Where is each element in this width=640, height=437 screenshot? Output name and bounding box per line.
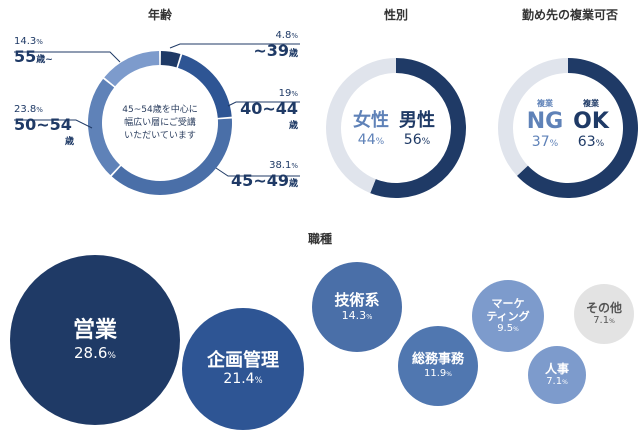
sidejob-slice-1 — [498, 58, 568, 176]
bubble-planning-label: 企画管理 — [207, 349, 279, 371]
age-slice-0 — [160, 51, 181, 68]
age-center-note-line: いただいています — [124, 131, 196, 141]
sidejob-ng-small: 複業 — [537, 99, 553, 108]
sidejob-slice-0 — [516, 58, 638, 198]
age-label-40-44: 19% 40~44 歳 — [238, 88, 298, 131]
sidejob-ok-label: OK — [573, 109, 609, 134]
bubble-other-value: 7.1% — [593, 315, 615, 327]
bubble-general-affairs-label: 総務事務 — [411, 352, 464, 368]
gender-male-value: 56% — [403, 132, 431, 148]
age-range-39: ~39歳 — [253, 41, 298, 60]
bubble-hr-value: 7.1% — [546, 376, 568, 388]
bubble-marketing-label: マーケ ティング — [486, 296, 530, 323]
age-pct-40-44: 19% — [278, 88, 298, 99]
bubble-sales-value: 28.6% — [74, 343, 116, 362]
age-pct-50-54: 23.8% — [14, 104, 43, 115]
bubble-other-label: その他 — [585, 300, 622, 315]
sidejob-ok-text: 複業 OK 63% — [568, 98, 614, 150]
bubble-hr-label: 人事 — [544, 361, 569, 376]
sidejob-ng-text: 複業 NG 37% — [522, 98, 568, 150]
age-range-55: 55歳~ — [14, 47, 53, 66]
age-chart-title: 年齢 — [147, 8, 172, 22]
bubble-planning: 企画管理 21.4% — [182, 308, 304, 430]
sidejob-ng-label: NG — [526, 109, 564, 134]
age-label-45-49: 38.1% 45~49歳 — [228, 160, 298, 190]
age-center-note: 45~54歳を中心に 幅広い層にご受講 いただいています — [105, 104, 215, 143]
age-leader-line-0 — [169, 43, 300, 49]
sidejob-donut — [498, 58, 638, 198]
bubble-planning-value: 21.4% — [223, 371, 263, 388]
age-range-45-49: 45~49歳 — [231, 171, 298, 190]
age-leader-line-2 — [215, 167, 300, 177]
gender-donut — [326, 57, 466, 198]
bubble-marketing-value: 9.5% — [497, 323, 519, 335]
age-pct-39: 4.8% — [275, 30, 298, 41]
sidejob-ng-value: 37% — [531, 134, 559, 150]
bubble-marketing: マーケ ティング 9.5% — [472, 280, 544, 352]
bubble-sales: 営業 28.6% — [10, 255, 180, 425]
age-donut — [88, 51, 232, 195]
age-slice-4 — [104, 51, 160, 87]
age-slice-3 — [88, 78, 121, 176]
age-slice-1 — [177, 54, 232, 118]
bubble-hr: 人事 7.1% — [528, 346, 586, 404]
age-center-note-line: 幅広い層にご受講 — [124, 118, 196, 128]
sidejob-ok-small: 複業 — [583, 99, 599, 108]
sidejob-chart-title: 勤め先の複業可否 — [521, 8, 618, 22]
gender-male-text: 男性 56% — [396, 106, 438, 148]
age-slice-2 — [111, 118, 232, 195]
gender-chart-title: 性別 — [383, 8, 408, 22]
gender-female-text: 女性 44% — [350, 106, 392, 148]
age-pct-45-49: 38.1% — [269, 160, 298, 171]
age-leader-line-1 — [227, 101, 300, 107]
age-leader-lines — [14, 43, 300, 177]
age-label-39: 4.8% ~39歳 — [252, 30, 298, 60]
bubble-technical-value: 14.3% — [341, 309, 373, 323]
age-range-40-44: 40~44 歳 — [240, 99, 298, 131]
bubble-sales-label: 営業 — [72, 318, 117, 344]
bubble-technical-label: 技術系 — [334, 290, 380, 309]
age-pct-55: 14.3% — [14, 36, 43, 47]
gender-male-label: 男性 — [399, 110, 435, 131]
gender-female-value: 44% — [357, 132, 385, 148]
bubble-other: その他 7.1% — [574, 284, 634, 344]
age-center-note-line: 45~54歳を中心に — [122, 105, 198, 115]
bubble-general-affairs: 総務事務 11.9% — [398, 326, 478, 406]
gender-female-label: 女性 — [353, 110, 389, 131]
age-range-50-54: 50~54 歳 — [14, 115, 74, 147]
age-leader-line-3 — [14, 119, 93, 129]
bubble-technical: 技術系 14.3% — [312, 262, 402, 352]
bubble-general-affairs-value: 11.9% — [424, 367, 452, 379]
age-label-50-54: 23.8% 50~54 歳 — [14, 104, 74, 147]
occupation-chart-title: 職種 — [307, 232, 332, 246]
age-label-55: 14.3% 55歳~ — [14, 36, 84, 66]
age-leader-line-4 — [14, 51, 121, 63]
sidejob-ok-value: 63% — [577, 134, 605, 150]
gender-slice-1 — [326, 57, 396, 194]
gender-slice-0 — [370, 58, 466, 198]
